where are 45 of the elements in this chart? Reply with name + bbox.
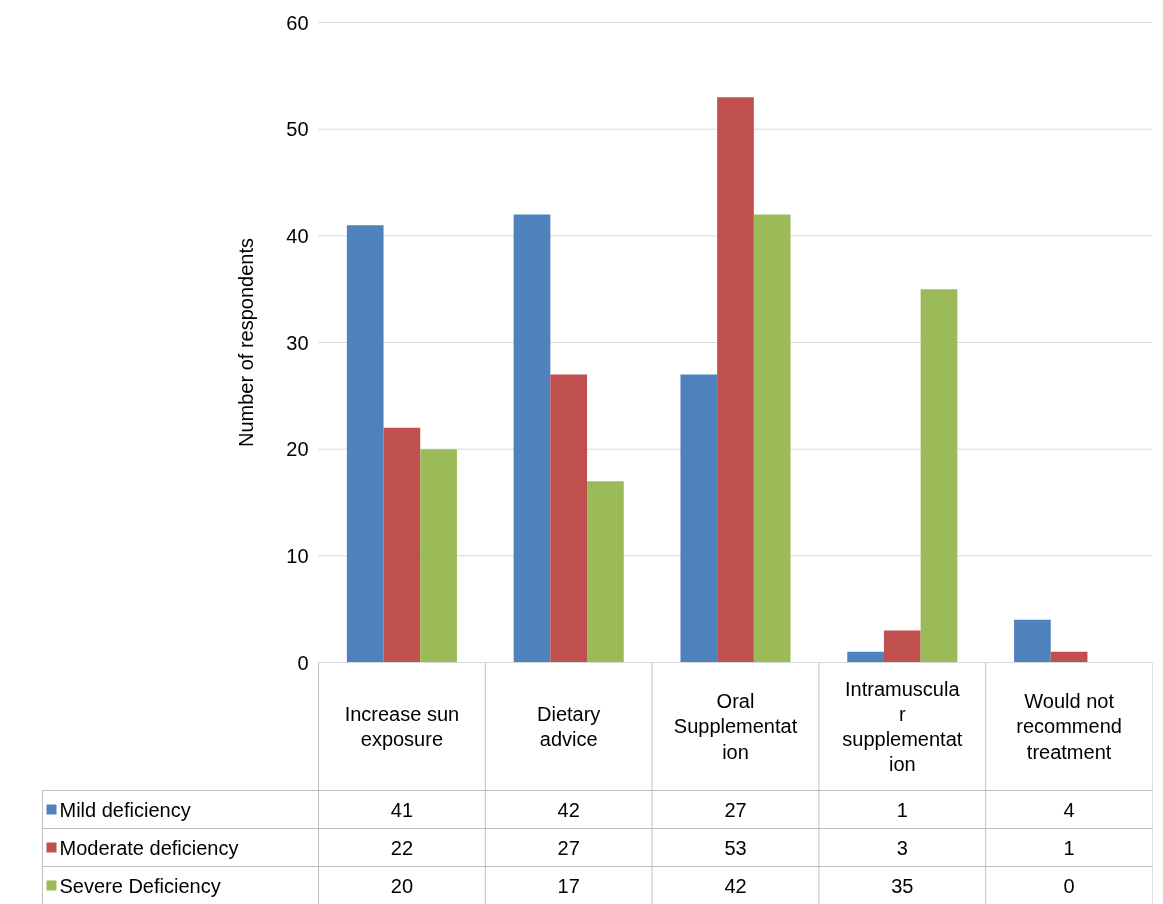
data-label: 35 — [891, 874, 914, 897]
y-tick-label: 60 — [286, 11, 309, 34]
bar — [1014, 619, 1051, 663]
bar — [883, 630, 921, 663]
data-label: 17 — [557, 874, 580, 897]
x-tick-label: Dietary advice — [537, 702, 601, 751]
bar — [550, 374, 588, 663]
data-label: 27 — [557, 836, 580, 859]
legend-label: Moderate deficiency — [59, 836, 239, 859]
data-label: 22 — [390, 836, 414, 859]
y-axis-title: Number of respondents — [234, 237, 257, 447]
data-label: 41 — [390, 798, 414, 821]
data-label: 1 — [896, 798, 908, 821]
bar — [920, 289, 958, 663]
data-label: 27 — [724, 798, 747, 821]
bar — [753, 214, 791, 663]
data-label: 3 — [896, 836, 908, 859]
data-label: 1 — [1063, 836, 1075, 859]
data-label: 4 — [1063, 798, 1075, 821]
legend-label: Mild deficiency — [59, 798, 191, 821]
data-label: 42 — [724, 874, 747, 897]
y-tick-label: 40 — [286, 224, 309, 247]
bar — [587, 481, 624, 663]
x-tick-label: Intramuscular supplementation — [842, 677, 963, 776]
bar — [420, 449, 457, 663]
bar — [513, 214, 551, 663]
y-tick-label: 50 — [286, 118, 309, 141]
bar — [717, 97, 754, 663]
y-tick-label: 0 — [297, 651, 309, 674]
x-tick-label: Increase sun exposure — [344, 702, 460, 751]
data-label: 0 — [1063, 874, 1075, 897]
y-tick-label: 10 — [286, 544, 309, 567]
data-label: 53 — [724, 836, 747, 859]
y-tick-label: 30 — [286, 331, 309, 354]
data-label: 20 — [390, 874, 414, 897]
bar — [383, 427, 421, 663]
bar — [847, 651, 884, 663]
y-tick-label: 20 — [286, 438, 309, 461]
legend-label: Severe Deficiency — [59, 874, 221, 897]
x-tick-label: Oral Supplementation — [673, 690, 798, 763]
data-label: 42 — [557, 798, 580, 821]
bar — [346, 225, 384, 663]
bar — [680, 374, 718, 663]
bar — [1050, 651, 1088, 663]
x-tick-label: Would not recommend treatment — [1016, 690, 1122, 763]
